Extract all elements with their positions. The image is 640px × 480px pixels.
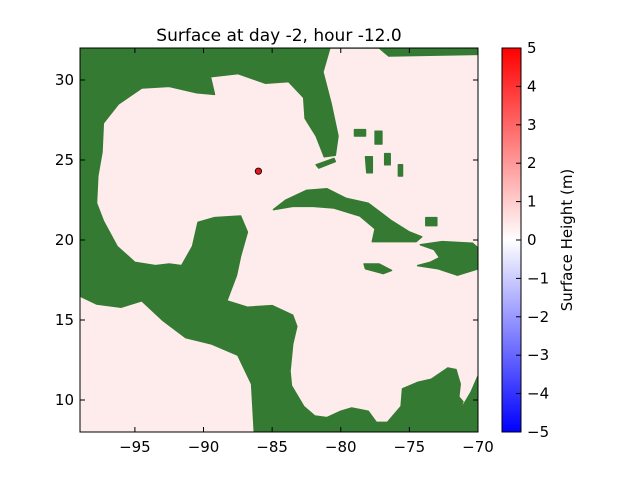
land-florida-keys (315, 157, 337, 169)
land-cuba (272, 188, 423, 243)
x-tick-label: −85 (256, 438, 288, 456)
x-tick-label: −80 (325, 438, 357, 456)
colorbar-tick-label: 0 (527, 231, 537, 249)
land-bahamas-grand (353, 128, 367, 137)
y-tick-label: 10 (55, 391, 74, 409)
colorbar-axis: −5 −4 −3 −2 −1 0 1 2 3 4 5 (516, 39, 549, 441)
x-axis: −95 −90 −85 −80 −75 −70 (119, 48, 494, 456)
y-tick-label: 15 (55, 311, 74, 329)
x-tick-label: −75 (394, 438, 426, 456)
y-tick-label: 25 (55, 151, 74, 169)
land-hispaniola (416, 240, 478, 276)
colorbar-tick-label: 4 (527, 77, 537, 95)
x-tick-label: −90 (188, 438, 220, 456)
marker-layer (254, 167, 263, 175)
y-axis: 10 15 20 25 30 (55, 71, 478, 409)
y-tick-label: 20 (55, 231, 74, 249)
land-bahamas-inagua (425, 216, 438, 227)
colorbar-tick-label: −1 (527, 269, 549, 287)
point-marker (254, 167, 263, 175)
chart-title: Surface at day -2, hour -12.0 (156, 26, 401, 46)
colorbar-tick-label: 1 (527, 193, 537, 211)
colorbar-tick-label: −3 (527, 346, 549, 364)
land-bahamas-abaco (374, 130, 383, 145)
land-bahamas-eleuthera (383, 152, 391, 166)
colorbar-tick-label: 3 (527, 116, 537, 134)
colorbar-tick-label: 2 (527, 154, 537, 172)
colorbar-tick-label: −2 (527, 308, 549, 326)
colorbar-tick-label: −4 (527, 385, 549, 403)
land-jamaica (363, 263, 393, 275)
colorbar-tick-label: −5 (527, 423, 549, 441)
colorbar-tick-label: 5 (527, 39, 537, 57)
y-tick-label: 30 (55, 71, 74, 89)
land-layer (80, 48, 478, 432)
land-bahamas-andros (364, 156, 374, 174)
land-bahamas-cat (397, 164, 404, 177)
x-tick-label: −95 (119, 438, 151, 456)
colorbar-label: Surface Height (m) (558, 169, 576, 312)
x-tick-label: −70 (462, 438, 494, 456)
land-north-america (80, 48, 478, 432)
